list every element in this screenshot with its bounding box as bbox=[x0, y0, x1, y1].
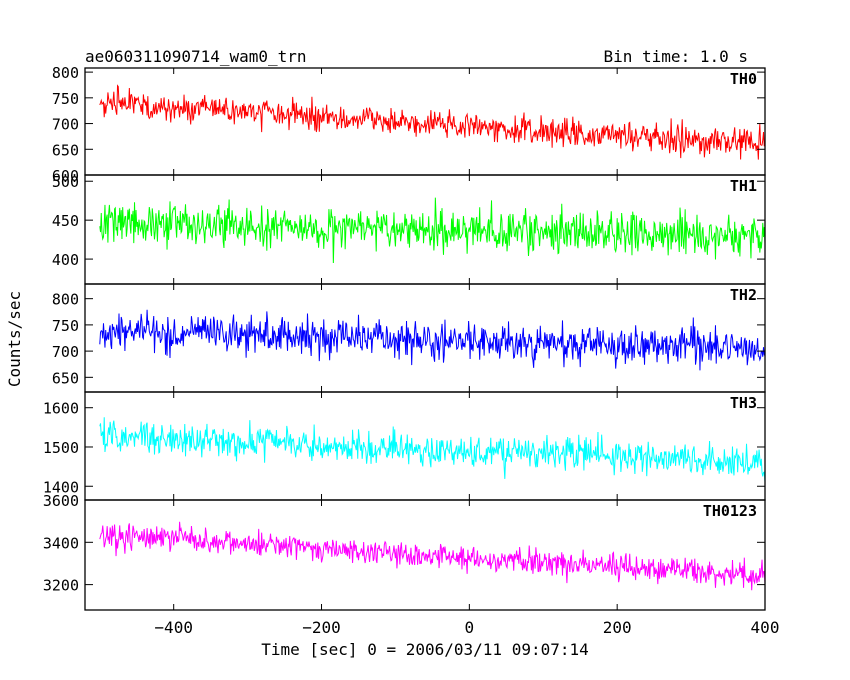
panel-label-th0123: TH0123 bbox=[703, 502, 757, 520]
series-line-th3 bbox=[99, 417, 765, 483]
x-tick-label: 400 bbox=[751, 618, 780, 637]
y-tick-label: 400 bbox=[52, 251, 79, 269]
y-tick-label: 3200 bbox=[43, 577, 79, 595]
y-axis-label: Counts/sec bbox=[5, 291, 24, 387]
x-tick-label: −200 bbox=[302, 618, 341, 637]
y-tick-label: 1500 bbox=[43, 439, 79, 457]
x-tick-label: 200 bbox=[603, 618, 632, 637]
y-tick-label: 700 bbox=[52, 343, 79, 361]
y-tick-label: 3400 bbox=[43, 534, 79, 552]
series-line-th1 bbox=[99, 197, 765, 264]
y-tick-label: 700 bbox=[52, 116, 79, 134]
y-tick-label: 650 bbox=[52, 369, 79, 387]
y-tick-label: 650 bbox=[52, 141, 79, 159]
panel-frame-th3 bbox=[84, 391, 766, 501]
y-tick-label: 1400 bbox=[43, 478, 79, 496]
y-tick-label: 750 bbox=[52, 317, 79, 335]
panel-label-th2: TH2 bbox=[730, 286, 757, 304]
y-tick-label: 450 bbox=[52, 212, 79, 230]
y-tick-label: 500 bbox=[52, 173, 79, 191]
y-tick-label: 1600 bbox=[43, 400, 79, 418]
x-tick-label: 0 bbox=[465, 618, 475, 637]
bin-time-label: Bin time: 1.0 s bbox=[603, 47, 749, 66]
panel-frame-th0123 bbox=[84, 499, 766, 611]
y-tick-label: 3600 bbox=[43, 492, 79, 510]
chart-title: ae060311090714_wam0_trn bbox=[85, 47, 307, 66]
panel-label-th0: TH0 bbox=[730, 70, 757, 88]
x-tick-label: −400 bbox=[154, 618, 193, 637]
y-tick-label: 750 bbox=[52, 90, 79, 108]
panel-label-th3: TH3 bbox=[730, 394, 757, 412]
y-tick-label: 800 bbox=[52, 64, 79, 82]
x-axis-label: Time [sec] 0 = 2006/03/11 09:07:14 bbox=[261, 640, 589, 659]
series-line-th0 bbox=[99, 84, 765, 160]
y-tick-label: 600 bbox=[52, 167, 79, 185]
panel-label-th1: TH1 bbox=[730, 177, 757, 195]
series-line-th2 bbox=[99, 309, 765, 371]
series-line-th0123 bbox=[99, 521, 765, 591]
y-tick-label: 800 bbox=[52, 291, 79, 309]
